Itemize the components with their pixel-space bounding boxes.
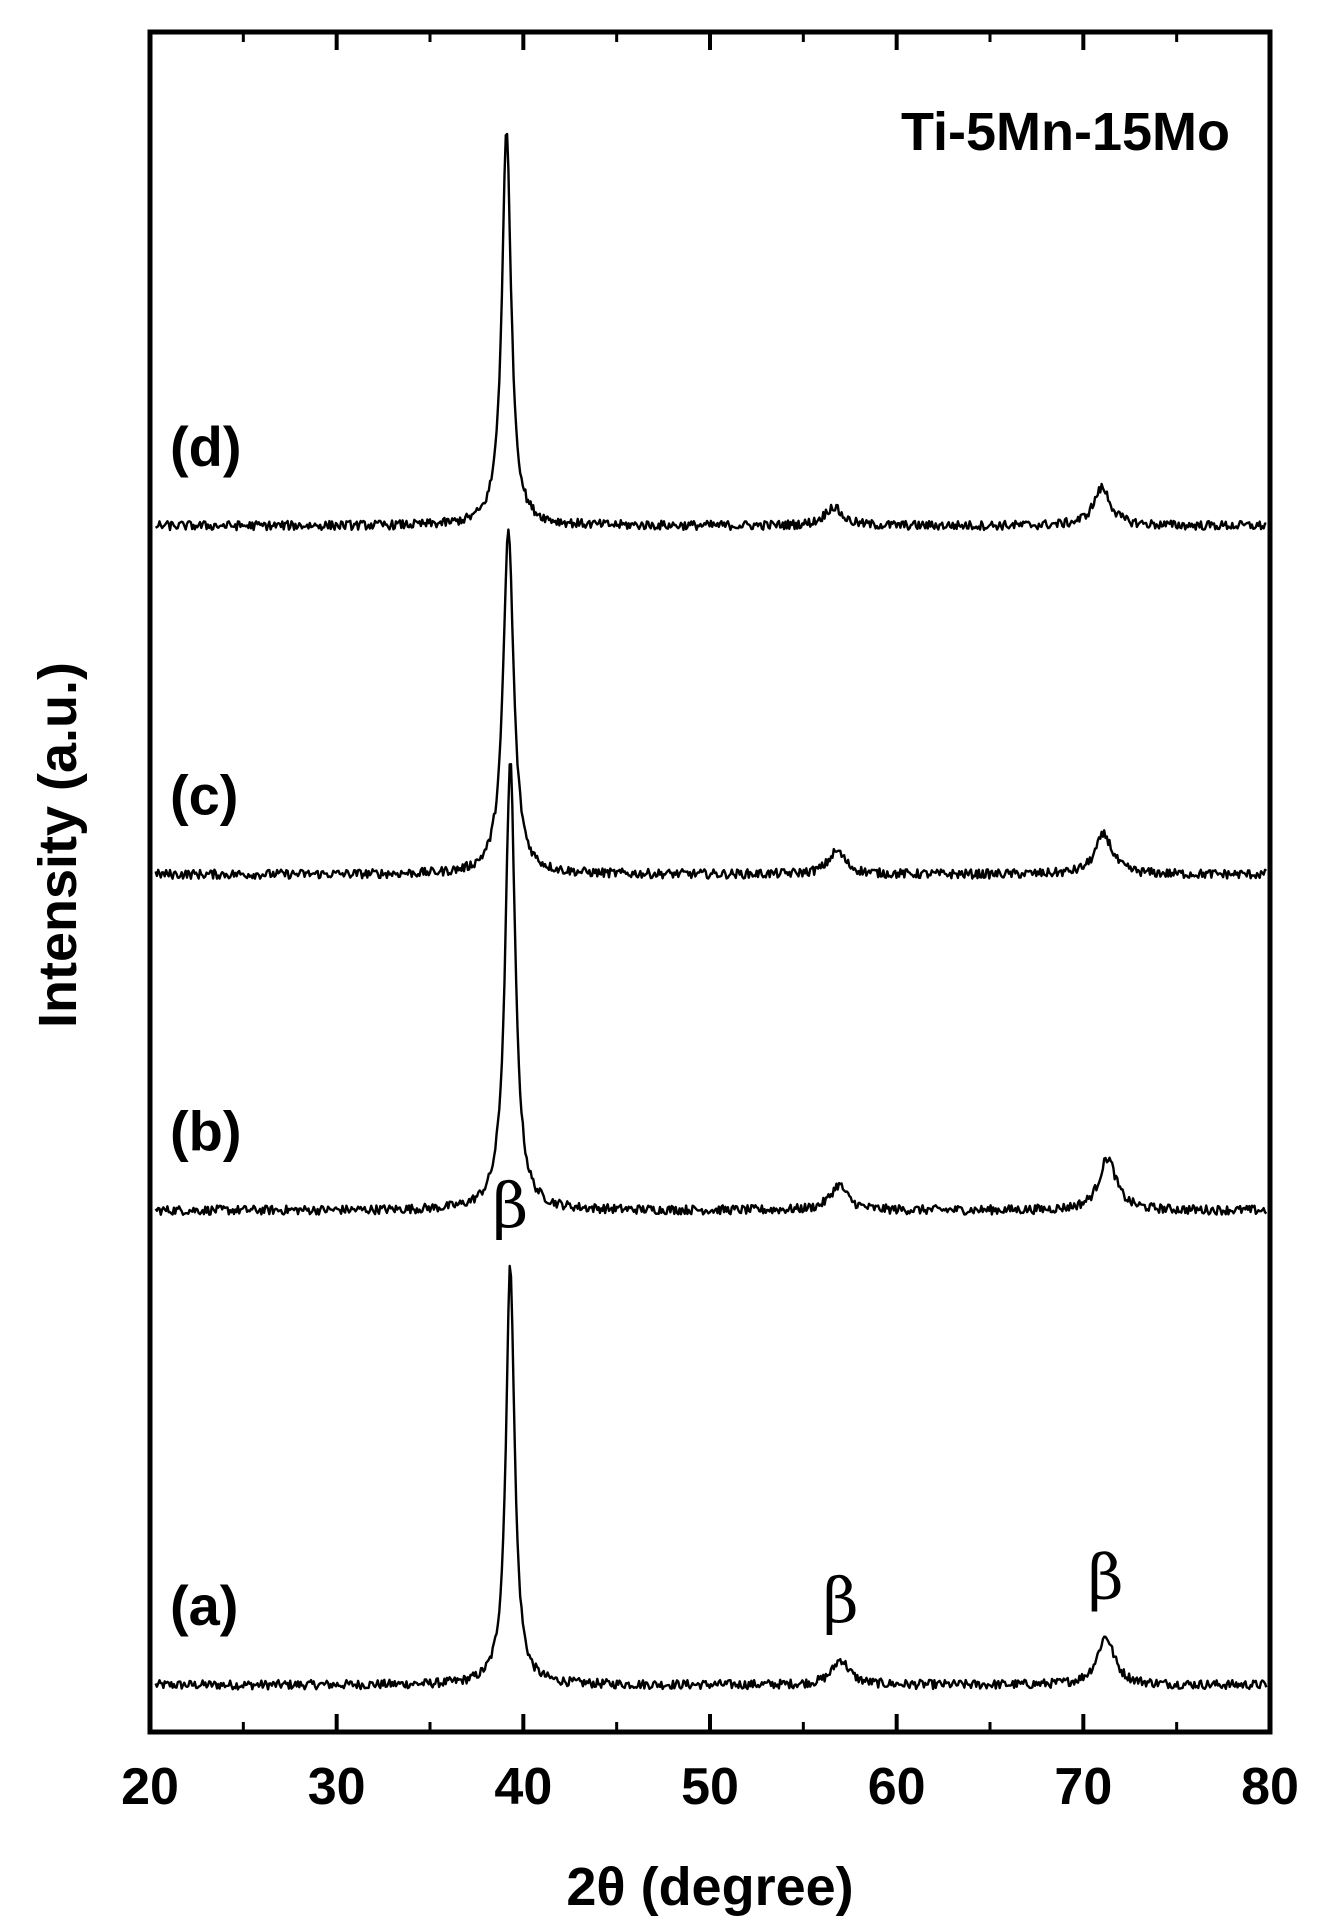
peak-label-beta: β <box>823 1564 859 1637</box>
x-tick-label: 20 <box>121 1758 179 1816</box>
x-ticks <box>148 32 1272 1732</box>
peak-label-beta: β <box>492 1169 528 1242</box>
sample-label: (c) <box>170 763 238 826</box>
x-axis-title: 2θ (degree) <box>566 1857 853 1917</box>
series-line <box>154 132 1267 532</box>
sample-label: (a) <box>170 1574 238 1637</box>
traces <box>154 132 1268 1691</box>
x-tick-label: 30 <box>308 1758 366 1816</box>
y-axis-title: Intensity (a.u.) <box>28 662 88 1028</box>
sample-label: (d) <box>170 415 242 478</box>
x-tick-labels: 20 30 40 50 60 70 80 <box>121 1758 1299 1816</box>
alloy-label: Ti-5Mn-15Mo <box>901 102 1230 162</box>
x-tick-label: 50 <box>681 1758 739 1816</box>
plot-frame <box>147 29 1273 1735</box>
series-line <box>154 1264 1268 1691</box>
series-line <box>154 528 1268 880</box>
sample-label: (b) <box>170 1099 242 1162</box>
series-line <box>154 763 1268 1216</box>
x-tick-label: 70 <box>1054 1758 1112 1816</box>
peak-labels: β β β <box>492 1169 1123 1637</box>
x-tick-label: 60 <box>868 1758 926 1816</box>
sample-labels: (a) (b) (c) (d) <box>170 415 242 1637</box>
x-tick-label: 40 <box>494 1758 552 1816</box>
peak-label-beta: β <box>1088 1541 1124 1614</box>
x-tick-label: 80 <box>1241 1758 1299 1816</box>
